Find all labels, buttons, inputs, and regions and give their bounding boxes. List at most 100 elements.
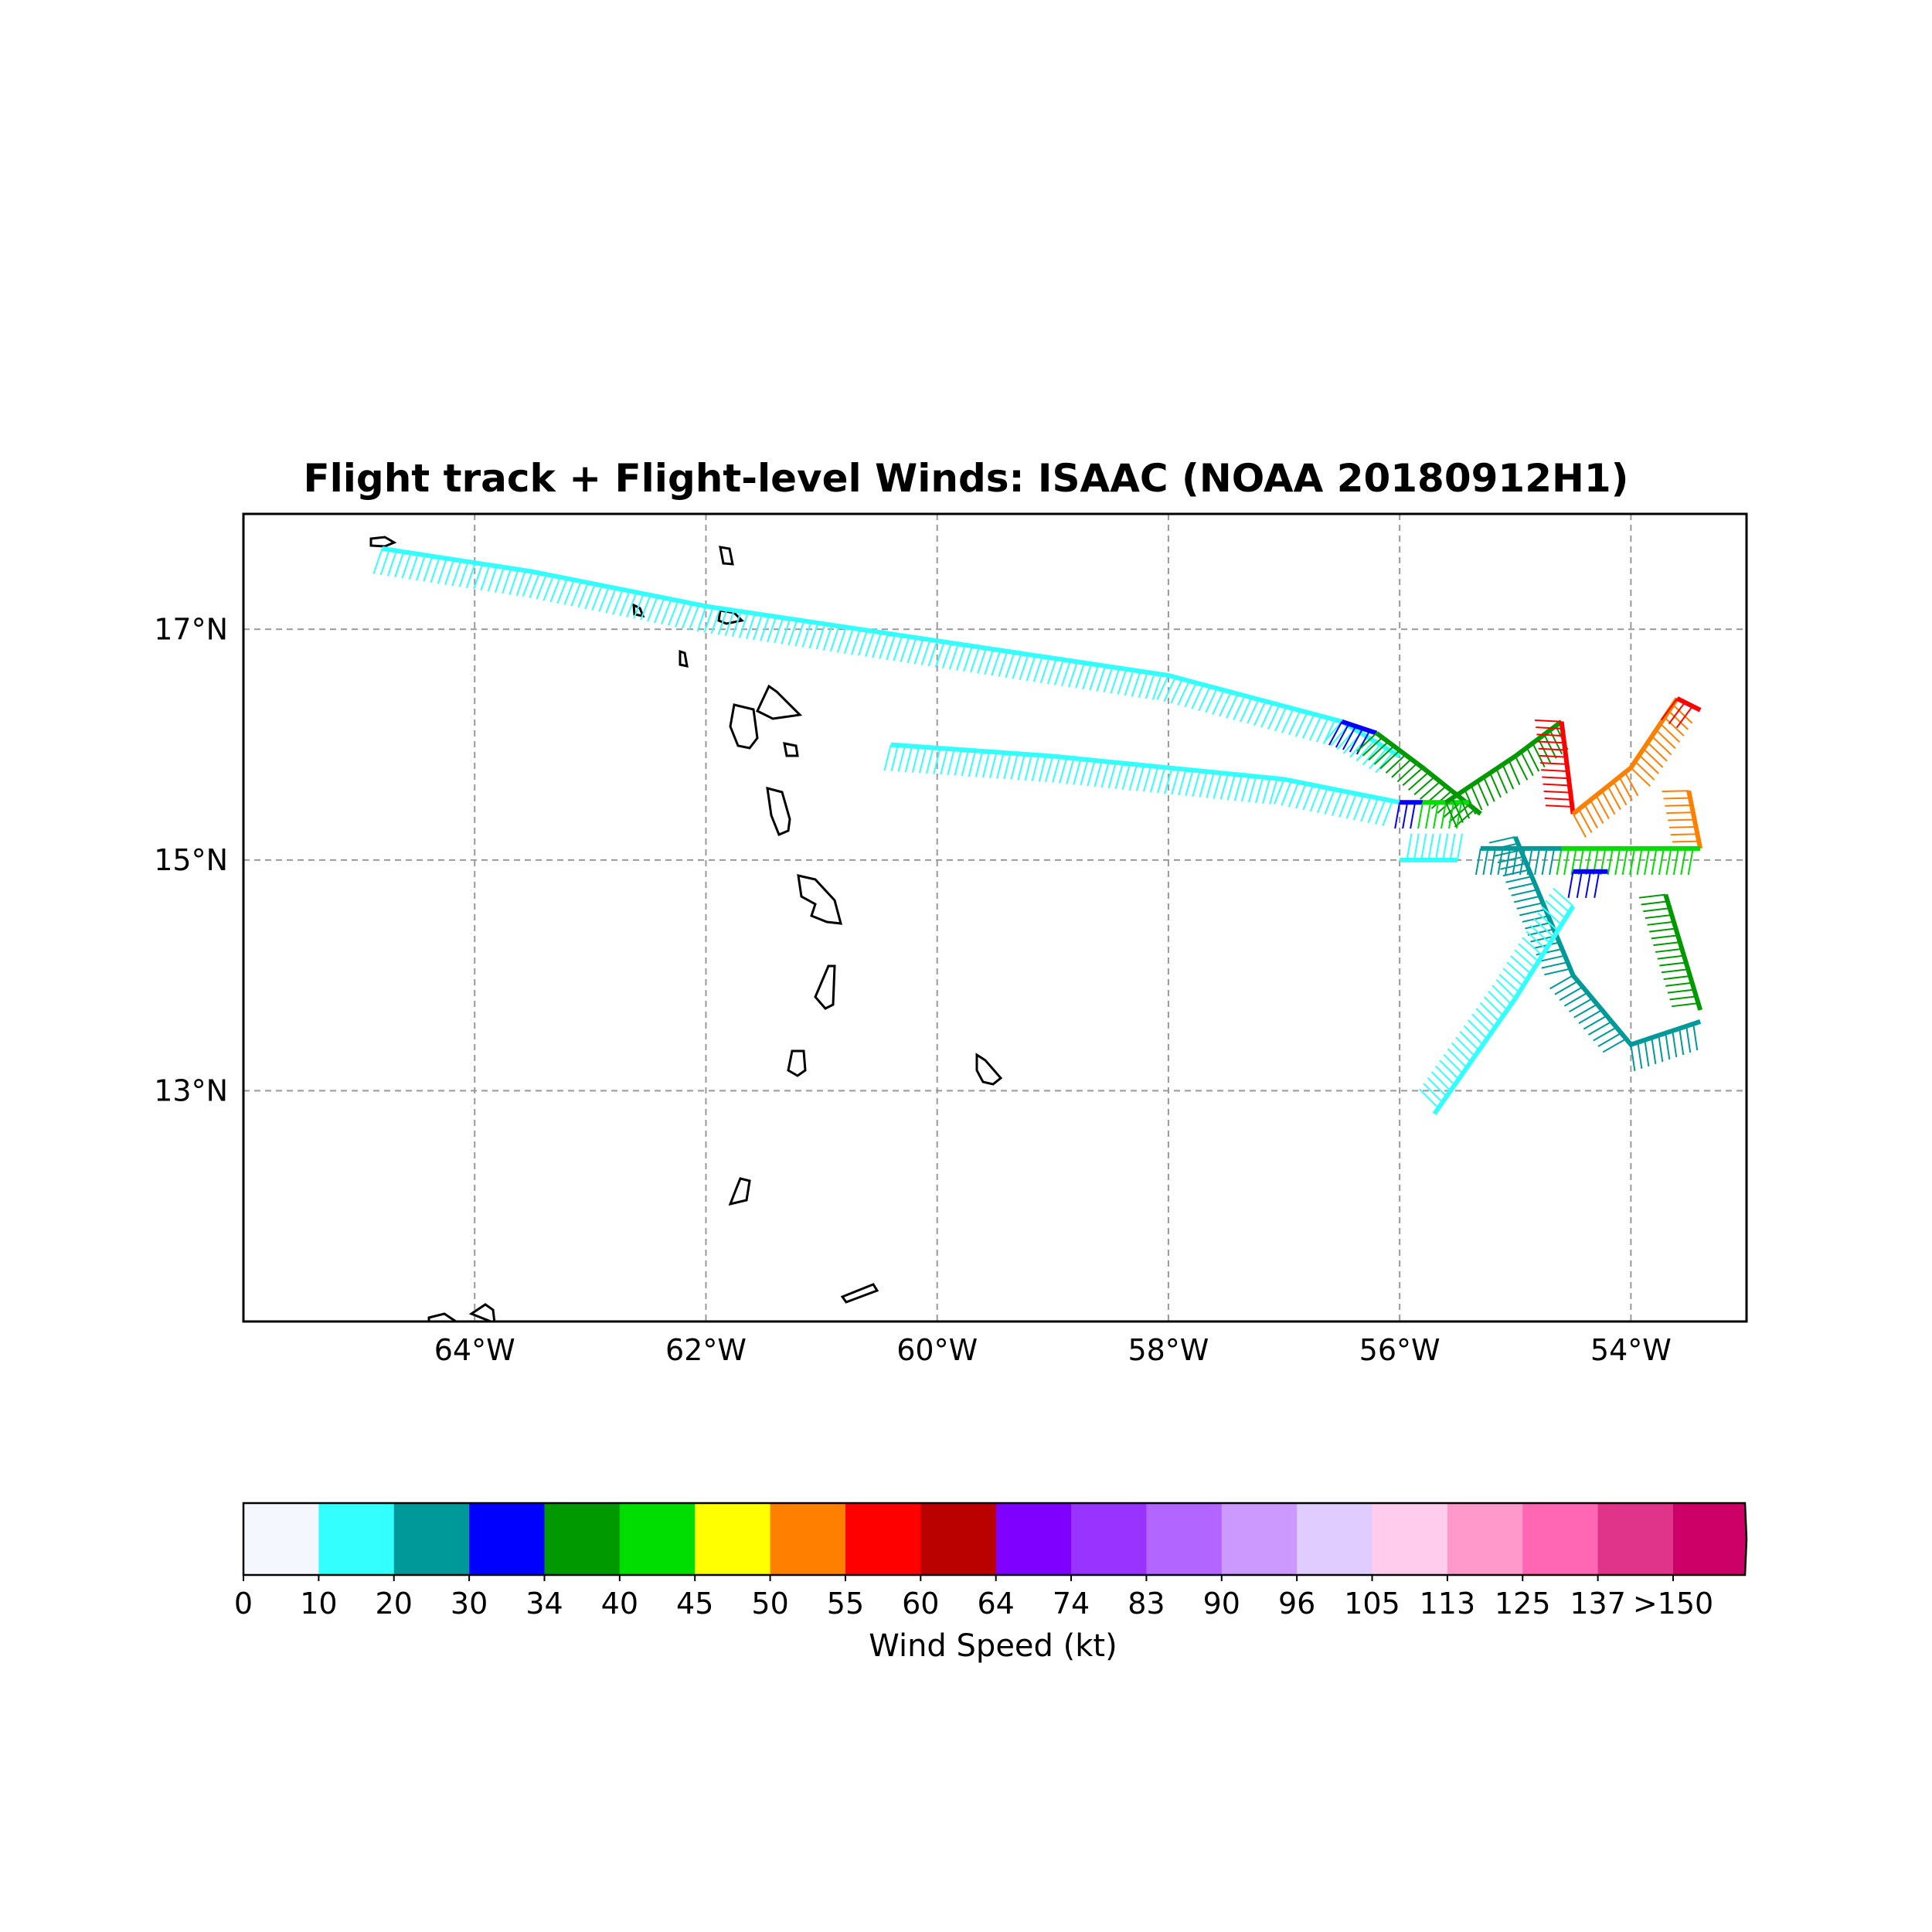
wind-barb [1459, 1031, 1480, 1051]
wind-barb [1595, 794, 1610, 820]
wind-barb [1539, 754, 1566, 758]
wind-barb [1287, 781, 1300, 808]
track-segment [1400, 833, 1463, 862]
wind-barb [444, 559, 455, 586]
colorbar-tick-label: 30 [451, 1587, 488, 1621]
wind-barb [1498, 974, 1520, 993]
colorbar-tick-label: 113 [1420, 1587, 1476, 1621]
wind-barb [1345, 793, 1357, 819]
wind-barb [1026, 655, 1036, 682]
wind-barb [963, 645, 973, 672]
wind-barb [1492, 985, 1512, 1005]
colorbar-tick-label: 90 [1203, 1587, 1240, 1621]
wind-barb [829, 625, 840, 652]
island-outline [729, 703, 759, 750]
wind-barb [1522, 937, 1543, 957]
wind-barb [1655, 947, 1682, 953]
wind-barb [1456, 833, 1463, 861]
wind-barb [1663, 975, 1691, 981]
wind-barb [1420, 833, 1427, 861]
wind-barb [1526, 747, 1540, 772]
wind-barb [753, 614, 763, 641]
lon-tick-label: 56°W [1359, 1333, 1440, 1367]
colorbar-title: Wind Speed (kt) [869, 1628, 1117, 1664]
wind-barb [1508, 760, 1521, 785]
map-frame [242, 512, 1748, 1323]
wind-barb [1488, 990, 1509, 1011]
wind-barb [1583, 804, 1598, 828]
wind-barb [1205, 688, 1218, 713]
wind-barb [1629, 848, 1636, 876]
wind-barb [1447, 1048, 1468, 1069]
wind-barb [1053, 659, 1064, 685]
colorbar-tick-label: 74 [1053, 1587, 1090, 1621]
wind-barb [682, 603, 693, 629]
wind-barb [1107, 762, 1117, 789]
wind-barb [1549, 848, 1556, 876]
wind-barb [1451, 798, 1464, 823]
wind-barb [1059, 757, 1068, 784]
wind-barb [1094, 760, 1103, 787]
colorbar-tick-label: 60 [902, 1587, 939, 1621]
wind-barb [1494, 849, 1522, 857]
wind-barb [577, 582, 589, 608]
wind-barb [1641, 900, 1668, 906]
wind-barb [1624, 771, 1639, 797]
wind-barb [379, 549, 390, 576]
wind-barb [893, 635, 903, 662]
wind-barb [947, 749, 955, 776]
track-segment [1571, 697, 1693, 838]
wind-barb [1379, 750, 1400, 770]
wind-barb [1492, 842, 1519, 851]
wind-barb [920, 639, 931, 665]
wind-barb [1664, 716, 1685, 736]
wind-barb [1413, 833, 1420, 861]
wind-barb [989, 752, 998, 779]
wind-barb [1643, 748, 1664, 768]
colorbar-tick-label: 55 [827, 1587, 864, 1621]
wind-barb [1539, 762, 1567, 765]
wind-barb [1423, 1083, 1444, 1104]
wind-barb [1520, 751, 1534, 777]
wind-barb [480, 564, 491, 591]
colorbar-tick-label: 137 [1570, 1587, 1626, 1621]
colorbar-swatch [469, 1503, 545, 1575]
wind-barb [1406, 833, 1413, 861]
wind-barb [1687, 848, 1694, 876]
colorbar-swatch [1297, 1503, 1373, 1575]
wind-barb [1658, 848, 1665, 876]
wind-barb [1017, 753, 1026, 781]
wind-barb [1489, 848, 1496, 876]
track-segment [1638, 893, 1703, 1011]
wind-barb [1192, 770, 1201, 798]
gridlines [243, 514, 1747, 1321]
wind-barb [1052, 757, 1061, 783]
track-line [1513, 835, 1702, 1048]
wind-barb [1563, 848, 1570, 876]
wind-barb [1317, 787, 1328, 814]
wind-barb [1513, 895, 1541, 903]
wind-barb [1458, 793, 1471, 819]
wind-barb [956, 645, 966, 671]
wind-barb [1663, 797, 1691, 800]
wind-barb [1578, 1009, 1603, 1024]
wind-barb [1669, 825, 1696, 828]
wind-barb [1110, 668, 1121, 694]
colorbar-outline [242, 1502, 1748, 1577]
wind-barb [1668, 702, 1686, 725]
wind-barb [1675, 706, 1693, 729]
wind-barb [1512, 848, 1519, 876]
wind-barb [430, 556, 440, 583]
wind-barb [738, 612, 749, 638]
wind-barb [941, 642, 952, 668]
wind-barb [1323, 721, 1343, 743]
wind-barb [1031, 754, 1040, 781]
wind-barb [1585, 871, 1592, 898]
wind-barb [961, 750, 969, 777]
map-title: Flight track + Flight-level Winds: ISAAC… [303, 456, 1629, 501]
wind-barb [1382, 800, 1393, 826]
wind-barb [886, 634, 896, 661]
wind-barb [1233, 695, 1246, 721]
wind-barb [1525, 921, 1552, 930]
wind-barb [1157, 767, 1166, 794]
